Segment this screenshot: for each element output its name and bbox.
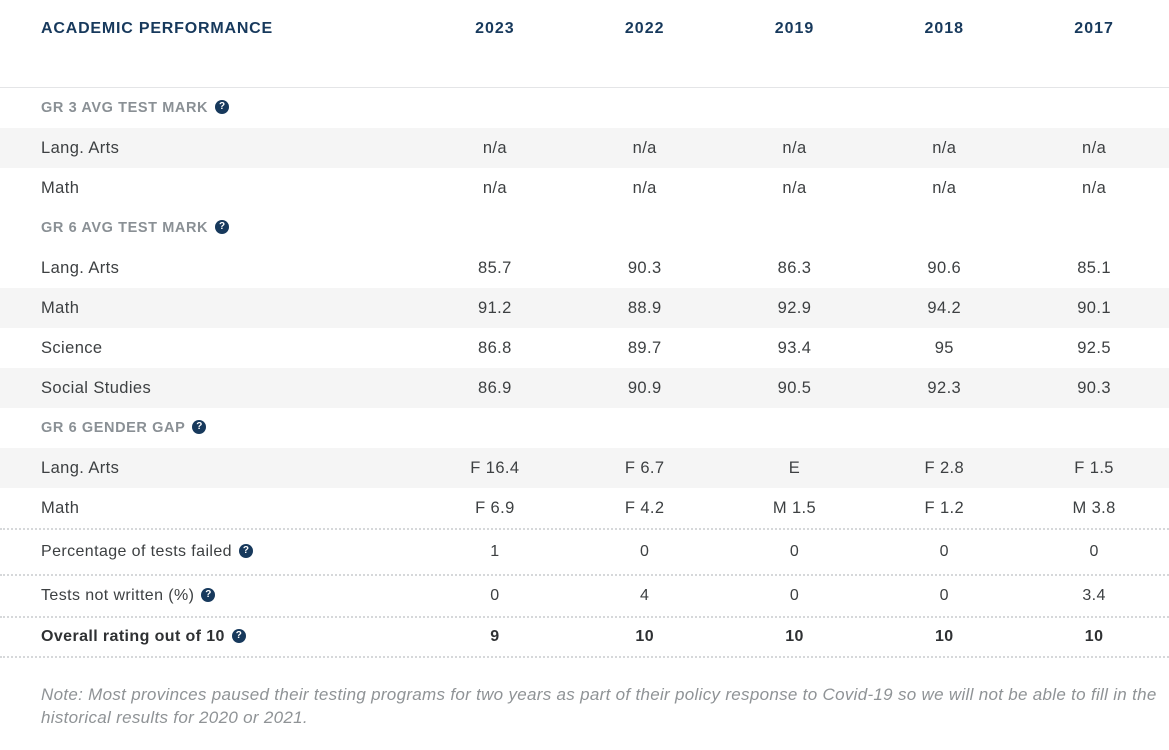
cell-value: F 16.4 xyxy=(470,458,520,477)
cell-value: n/a xyxy=(782,178,807,197)
covid-testing-note: Note: Most provinces paused their testin… xyxy=(41,685,1157,727)
cell-value: n/a xyxy=(932,138,957,157)
table-row: Math 91.2 88.9 92.9 94.2 90.1 xyxy=(0,288,1169,328)
cell-value: 0 xyxy=(789,543,800,560)
cell-value: M 1.5 xyxy=(772,498,817,517)
cell-value: 88.9 xyxy=(627,298,662,317)
cell-value: 92.9 xyxy=(777,298,812,317)
cell-value: F 4.2 xyxy=(624,498,665,517)
cell-value: n/a xyxy=(932,178,957,197)
cell-value: 86.9 xyxy=(478,378,512,397)
cell-value: F 1.5 xyxy=(1074,458,1114,477)
cell-value: 4 xyxy=(640,587,650,604)
section-row-gr6-gender-gap: GR 6 GENDER GAP? xyxy=(0,408,1169,448)
cell-value: 90.3 xyxy=(1077,378,1111,397)
help-icon[interactable]: ? xyxy=(201,588,216,602)
help-icon[interactable]: ? xyxy=(238,544,253,558)
cell-value: n/a xyxy=(1082,178,1107,197)
cell-value: 92.3 xyxy=(927,378,962,397)
cell-value: n/a xyxy=(482,138,507,157)
table-row: Lang. Arts n/a n/a n/a n/a n/a xyxy=(0,128,1169,168)
row-label: Overall rating out of 10 xyxy=(41,628,225,645)
cell-value: 0 xyxy=(490,587,500,604)
year-column-header-2019: 2019 xyxy=(774,20,815,37)
cell-value: 3.4 xyxy=(1082,587,1106,604)
cell-value: 94.2 xyxy=(927,298,962,317)
cell-value: 93.4 xyxy=(777,338,812,357)
cell-value: 1 xyxy=(490,543,500,560)
help-icon[interactable]: ? xyxy=(215,100,230,114)
cell-value: 91.2 xyxy=(478,298,512,317)
cell-value: 0 xyxy=(1089,543,1099,560)
table-row: Lang. Arts F 16.4 F 6.7 E F 2.8 F 1.5 xyxy=(0,448,1169,488)
cell-value: 86.3 xyxy=(777,258,812,277)
cell-value: n/a xyxy=(632,138,657,157)
cell-value: n/a xyxy=(482,178,507,197)
cell-value: 9 xyxy=(490,628,500,645)
cell-value: 86.8 xyxy=(478,338,512,357)
cell-value: 95 xyxy=(934,338,954,357)
section-row-gr6-avg-test-mark: GR 6 AVG TEST MARK? xyxy=(0,208,1169,248)
row-label: Lang. Arts xyxy=(41,458,120,477)
table-row: Lang. Arts 85.7 90.3 86.3 90.6 85.1 xyxy=(0,248,1169,288)
academic-performance-table: ACADEMIC PERFORMANCE 2023 2022 2019 2018… xyxy=(0,0,1169,727)
cell-value: n/a xyxy=(782,138,807,157)
year-column-header-2022: 2022 xyxy=(624,20,665,37)
cell-value: 0 xyxy=(939,587,949,604)
section-label: GR 3 AVG TEST MARK xyxy=(41,100,209,116)
cell-value: 89.7 xyxy=(627,338,662,357)
cell-value: 10 xyxy=(635,628,654,645)
row-label: Lang. Arts xyxy=(41,258,120,277)
row-label: Tests not written (%) xyxy=(41,587,195,604)
table-row-tests-not-written: Tests not written (%)? 0 4 0 0 3.4 xyxy=(0,574,1169,616)
row-label: Percentage of tests failed xyxy=(41,543,232,560)
table-row: Math n/a n/a n/a n/a n/a xyxy=(0,168,1169,208)
cell-value: 10 xyxy=(785,628,804,645)
cell-value: 90.5 xyxy=(777,378,812,397)
cell-value: F 2.8 xyxy=(924,458,965,477)
cell-value: F 6.7 xyxy=(624,458,665,477)
cell-value: E xyxy=(788,458,801,477)
cell-value: 90.6 xyxy=(927,258,962,277)
row-label: Math xyxy=(41,498,80,517)
help-icon[interactable]: ? xyxy=(215,220,230,234)
cell-value: 90.3 xyxy=(627,258,662,277)
row-label: Science xyxy=(41,338,103,357)
row-label: Math xyxy=(41,178,80,197)
row-label: Social Studies xyxy=(41,378,152,397)
row-label: Math xyxy=(41,298,80,317)
cell-value: 0 xyxy=(789,587,800,604)
year-column-header-2023: 2023 xyxy=(475,20,515,37)
table-row: Science 86.8 89.7 93.4 95 92.5 xyxy=(0,328,1169,368)
cell-value: n/a xyxy=(1082,138,1107,157)
table-row-overall-rating: Overall rating out of 10? 9 10 10 10 10 xyxy=(0,616,1169,658)
table-row: Social Studies 86.9 90.9 90.5 92.3 90.3 xyxy=(0,368,1169,408)
year-column-header-2017: 2017 xyxy=(1074,20,1114,37)
cell-value: F 6.9 xyxy=(475,498,515,517)
cell-value: 10 xyxy=(934,628,954,645)
section-label: GR 6 AVG TEST MARK xyxy=(41,220,209,236)
cell-value: n/a xyxy=(632,178,657,197)
table-row: Math F 6.9 F 4.2 M 1.5 F 1.2 M 3.8 xyxy=(0,488,1169,528)
row-label: Lang. Arts xyxy=(41,138,120,157)
cell-value: M 3.8 xyxy=(1072,498,1116,517)
cell-value: 90.1 xyxy=(1077,298,1111,317)
cell-value: 85.1 xyxy=(1077,258,1111,277)
cell-value: 92.5 xyxy=(1077,338,1111,357)
year-column-header-2018: 2018 xyxy=(924,20,965,37)
cell-value: 90.9 xyxy=(627,378,662,397)
cell-value: 0 xyxy=(640,543,650,560)
section-label: GR 6 GENDER GAP xyxy=(41,420,186,436)
section-row-gr3-avg-test-mark: GR 3 AVG TEST MARK? xyxy=(0,88,1169,128)
table-title: ACADEMIC PERFORMANCE xyxy=(41,20,273,37)
cell-value: 85.7 xyxy=(478,258,512,277)
cell-value: F 1.2 xyxy=(924,498,965,517)
table-row-tests-failed: Percentage of tests failed? 1 0 0 0 0 xyxy=(0,528,1169,574)
table-header-row: ACADEMIC PERFORMANCE 2023 2022 2019 2018… xyxy=(0,0,1169,88)
help-icon[interactable]: ? xyxy=(231,629,246,643)
cell-value: 10 xyxy=(1084,628,1104,645)
cell-value: 0 xyxy=(939,543,949,560)
help-icon[interactable]: ? xyxy=(192,420,207,434)
